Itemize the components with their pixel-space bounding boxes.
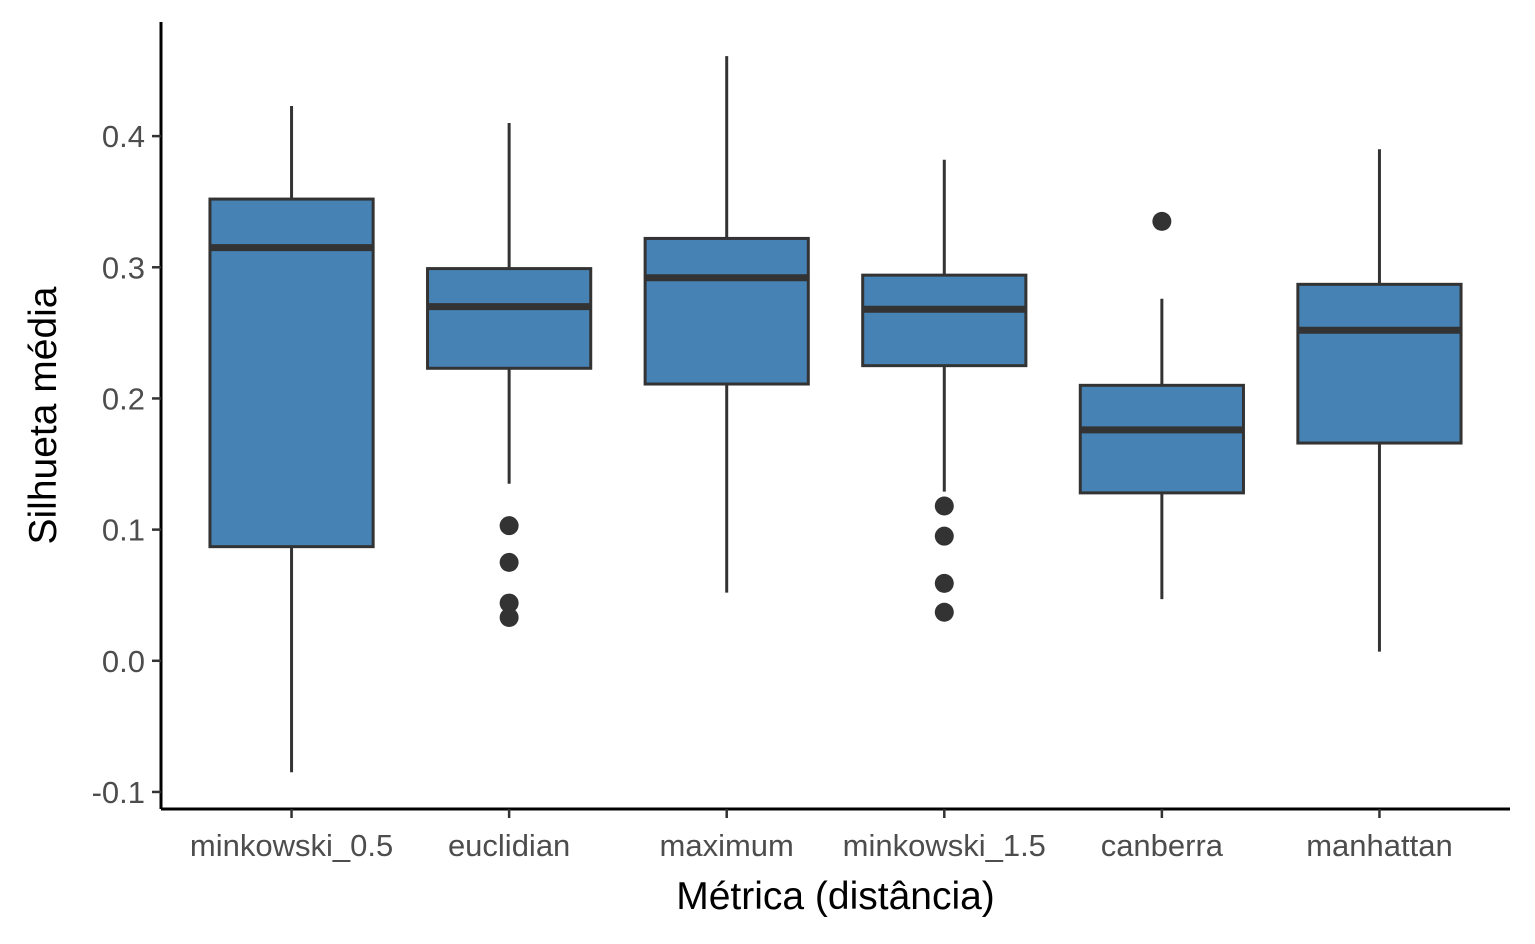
y-axis: -0.1 0.0 0.1 0.2 0.3 0.4 <box>92 22 163 810</box>
box-iqr <box>426 267 593 370</box>
y-tick-label: 0.1 <box>102 513 145 548</box>
x-axis: minkowski_0.5 euclidian maximum minkowski_1… <box>161 807 1510 863</box>
outlier-point <box>499 552 519 572</box>
y-tick-label: 0.4 <box>102 119 145 154</box>
plot-area <box>208 56 1463 773</box>
box-manhattan <box>1296 149 1463 652</box>
box-iqr <box>861 273 1028 368</box>
boxes-layer <box>208 56 1463 773</box>
outlier-point <box>499 593 519 613</box>
outlier-point <box>499 607 519 627</box>
box-iqr <box>643 236 810 386</box>
box-canberra <box>1078 298 1245 600</box>
x-tick-label-euclidian: euclidian <box>448 828 570 863</box>
box-euclidian <box>426 122 593 484</box>
y-tick-label: 0.3 <box>102 250 145 285</box>
y-tick-label: -0.1 <box>92 775 145 810</box>
outlier-point <box>934 573 954 593</box>
x-tick-label-maximum: maximum <box>660 828 794 863</box>
box-minkowski_1.5 <box>861 159 1028 492</box>
outlier-point <box>934 496 954 516</box>
outlier-point <box>934 602 954 622</box>
x-tick-label-manhattan: manhattan <box>1306 828 1453 863</box>
x-tick-label-minkowski_0.5: minkowski_0.5 <box>190 828 393 863</box>
outliers-layer <box>499 211 1172 627</box>
box-minkowski_0.5 <box>208 105 375 773</box>
y-tick-label: 0.0 <box>102 644 145 679</box>
outlier-point <box>499 516 519 536</box>
y-ticks: -0.1 0.0 0.1 0.2 0.3 0.4 <box>92 119 161 810</box>
box-iqr <box>1078 383 1245 495</box>
y-axis-title: Silhueta média <box>22 286 65 544</box>
box-iqr <box>1296 282 1463 445</box>
box-iqr <box>208 197 375 549</box>
x-tick-label-minkowski_1.5: minkowski_1.5 <box>843 828 1046 863</box>
y-tick-label: 0.2 <box>102 381 145 416</box>
outlier-point <box>1152 211 1172 231</box>
outlier-point <box>934 526 954 546</box>
x-axis-title: Métrica (distância) <box>676 875 995 918</box>
x-tick-label-canberra: canberra <box>1101 828 1224 863</box>
box-maximum <box>643 56 810 593</box>
x-ticks: minkowski_0.5 euclidian maximum minkowski_1… <box>190 809 1453 863</box>
